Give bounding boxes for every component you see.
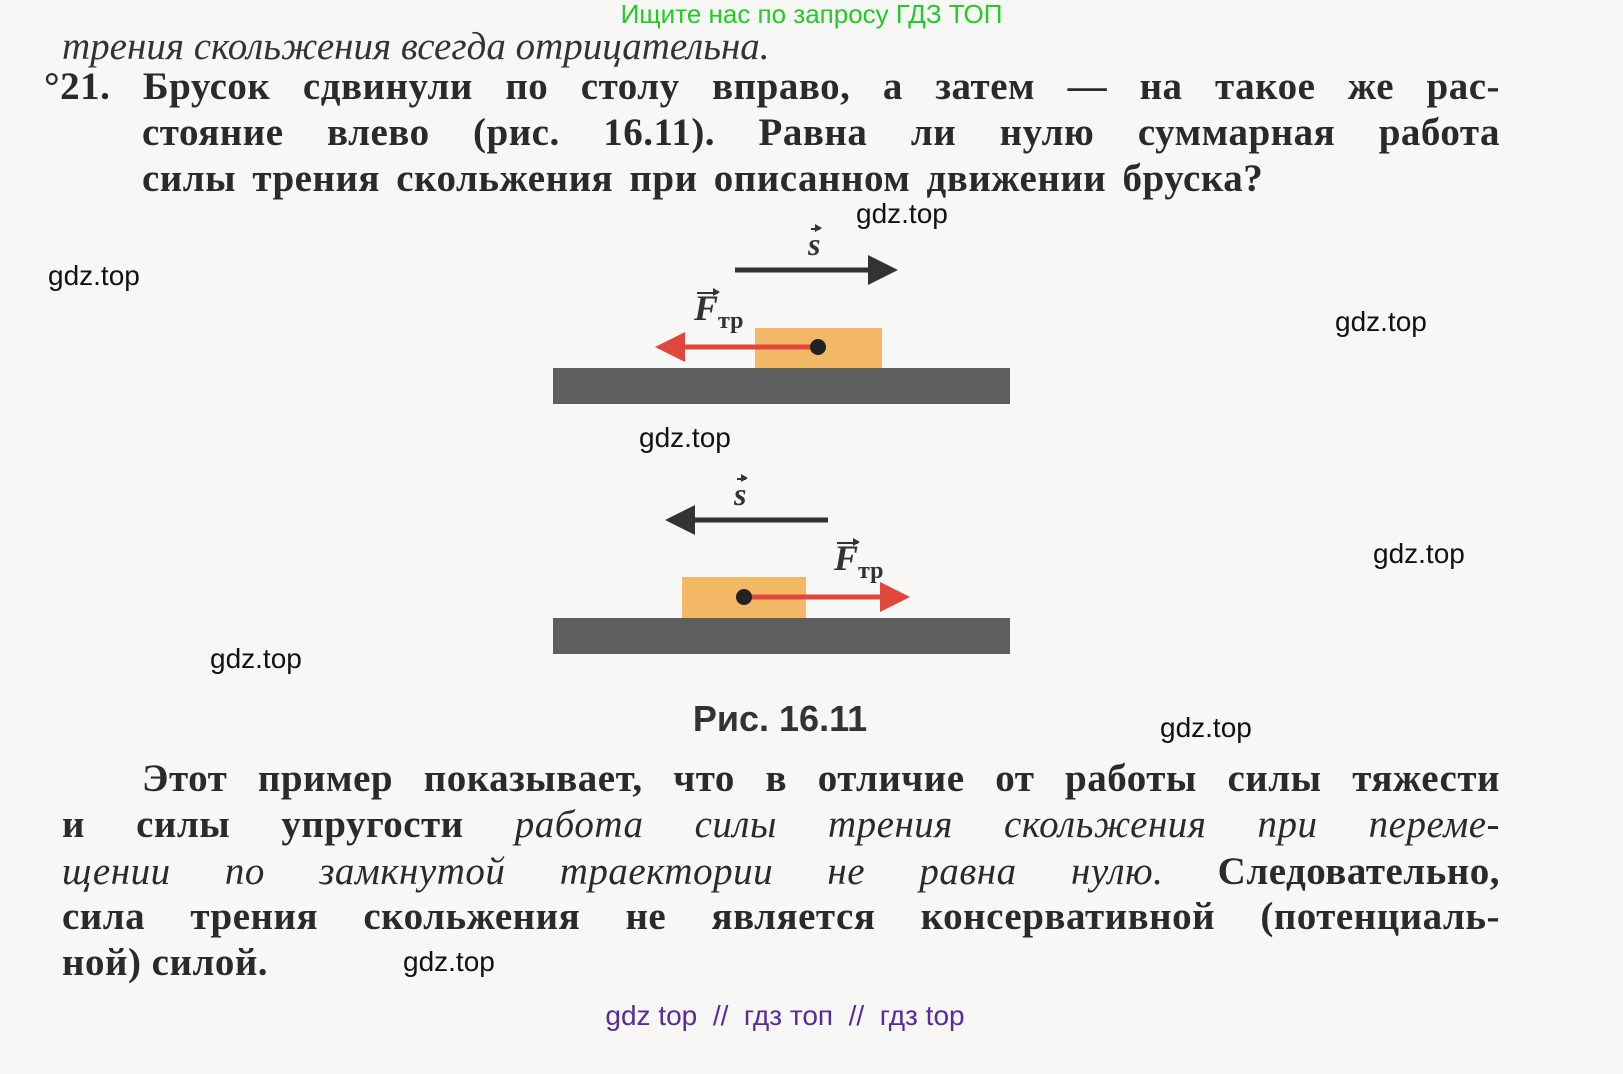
table-top — [553, 368, 1010, 404]
figure-caption: Рис. 16.11 — [692, 698, 868, 739]
watermark: gdz.top — [403, 946, 495, 977]
displacement-label-top: s — [808, 224, 823, 262]
watermark: gdz.top — [210, 643, 302, 674]
problem-line-1: °21. Брусок сдвинули по столу вправо, а … — [44, 65, 1500, 108]
paragraph-line-1: Этот пример показывает, что в отличие от… — [142, 757, 1500, 800]
problem-line-2: стояние влево (рис. 16.11). Равна ли нул… — [142, 111, 1500, 154]
paragraph-line-3: щении по замкнутой траектории не равна н… — [62, 850, 1501, 893]
top-banner: Ищите нас по запросу ГДЗ ТОП — [620, 0, 1003, 29]
paragraph-line-2: и силы упругости работа силы трения скол… — [62, 803, 1501, 846]
paragraph-line-4: сила трения скольжения не является консе… — [62, 895, 1500, 938]
watermark: gdz.top — [48, 260, 140, 291]
watermark: gdz.top — [1160, 712, 1252, 743]
block-center-dot — [810, 339, 826, 355]
displacement-label-bottom: s — [734, 474, 749, 512]
previous-text-fragment: трения скольжения всегда отрицательна. — [62, 25, 770, 68]
problem-line-3: силы трения скольжения при описанном дви… — [142, 157, 1264, 200]
watermark: gdz.top — [1373, 538, 1465, 569]
watermark: gdz.top — [639, 422, 731, 453]
table-bottom — [553, 618, 1010, 654]
watermark: gdz.top — [1335, 306, 1427, 337]
bottom-banner: gdz top // гдз топ // гдз top — [605, 1000, 965, 1031]
watermark: gdz.top — [856, 198, 948, 229]
block-center-dot — [736, 589, 752, 605]
bottom-scene — [553, 505, 1010, 654]
friction-label-bottom: Fтр — [834, 538, 884, 585]
problem-number: °21. — [44, 65, 111, 108]
paragraph-line-5: ной) силой. — [62, 941, 269, 984]
top-scene — [553, 255, 1010, 404]
friction-label-top: Fтр — [694, 288, 744, 335]
